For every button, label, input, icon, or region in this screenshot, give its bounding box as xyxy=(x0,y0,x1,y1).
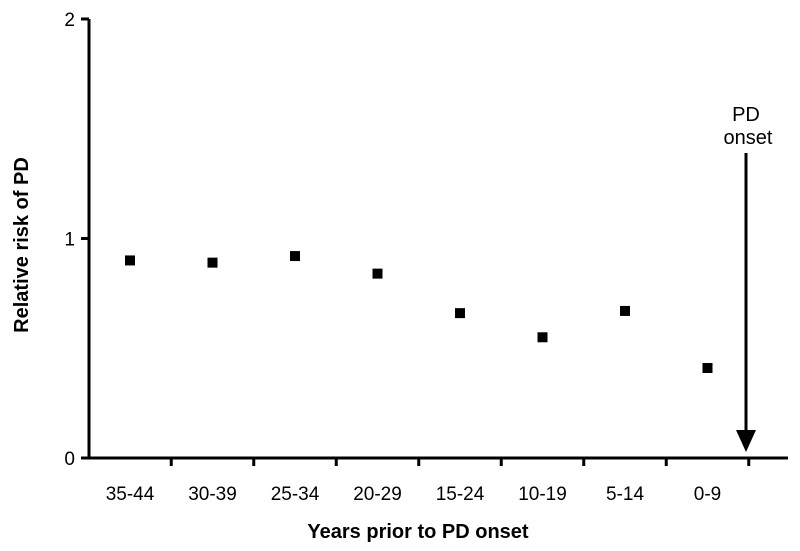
onset-arrow-icon xyxy=(736,153,756,452)
x-axis-title: Years prior to PD onset xyxy=(307,521,529,543)
x-tick-label: 30-39 xyxy=(188,484,237,505)
y-axis-title: Relative risk of PD xyxy=(11,157,33,333)
x-tick-label: 10-19 xyxy=(518,484,567,505)
data-point xyxy=(125,255,135,266)
data-point xyxy=(537,332,548,343)
x-tick-label: 20-29 xyxy=(353,484,402,505)
x-tick-label: 35-44 xyxy=(106,484,155,505)
data-point xyxy=(620,305,630,316)
x-tick-label: 5-14 xyxy=(606,484,644,505)
y-tick-label: 1 xyxy=(64,230,75,251)
data-point xyxy=(702,363,713,374)
y-tick-label: 0 xyxy=(64,449,75,470)
data-point xyxy=(455,308,465,319)
data-point xyxy=(372,268,383,279)
x-ticks: 35-44 30-39 25-34 20-29 15-24 10-19 5-14 0-9 xyxy=(106,458,751,505)
x-tick-label: 0-9 xyxy=(694,484,721,505)
x-tick-label: 25-34 xyxy=(271,484,320,505)
y-tick-label: 2 xyxy=(64,10,75,31)
data-point xyxy=(290,251,300,262)
axes xyxy=(87,19,788,460)
data-point xyxy=(207,257,218,268)
annotation-line1: PD xyxy=(732,104,760,126)
data-points xyxy=(125,251,713,374)
annotation-line2: onset xyxy=(724,127,773,149)
x-tick-label: 15-24 xyxy=(436,484,485,505)
y-ticks: 0 1 2 xyxy=(64,10,89,470)
